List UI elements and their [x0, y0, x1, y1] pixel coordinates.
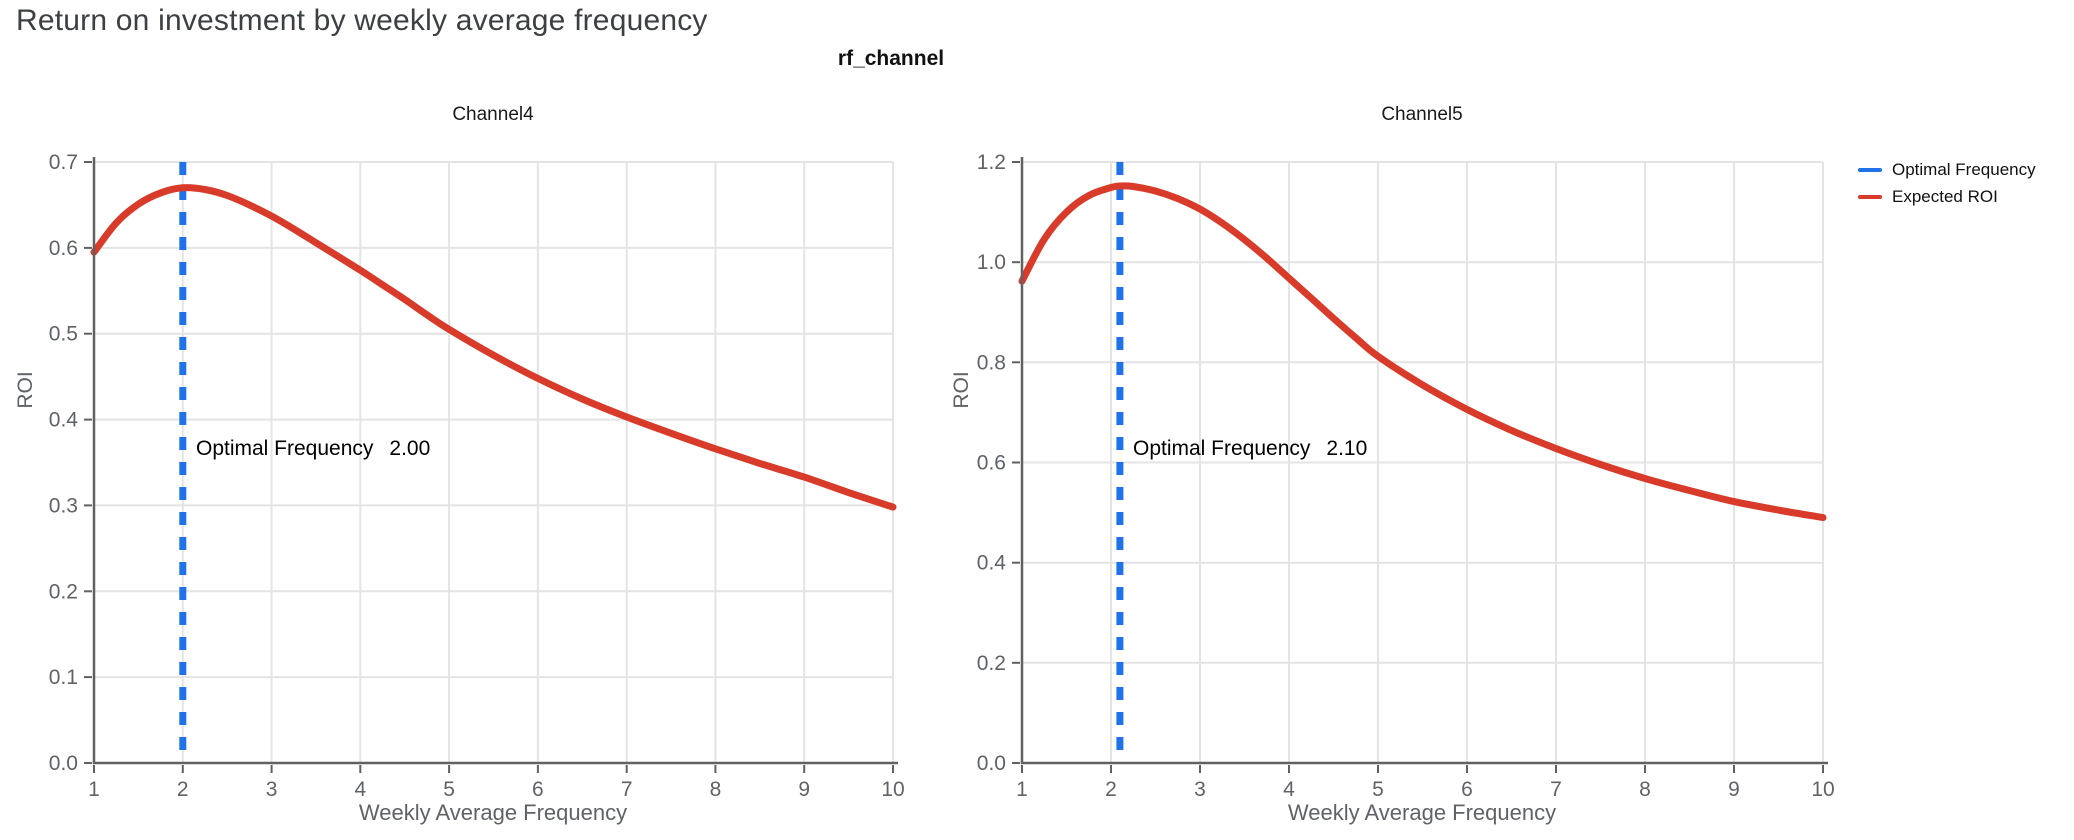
- optimal-frequency-annotation-channel4: Optimal Frequency 2.00: [196, 437, 430, 461]
- svg-text:0.7: 0.7: [49, 151, 78, 174]
- legend-label: Optimal Frequency: [1892, 160, 2036, 179]
- svg-text:3: 3: [266, 778, 278, 801]
- svg-text:8: 8: [710, 778, 722, 801]
- annotation-label: Optimal Frequency: [196, 437, 374, 460]
- svg-text:1: 1: [88, 778, 100, 801]
- svg-text:1: 1: [1016, 778, 1028, 801]
- annotation-value: 2.10: [1326, 437, 1368, 460]
- svg-text:5: 5: [1372, 778, 1384, 801]
- svg-text:4: 4: [354, 778, 366, 801]
- tick-marks: [84, 161, 894, 773]
- svg-text:6: 6: [532, 778, 544, 801]
- gridlines: [93, 161, 894, 764]
- subplot-title-channel5: Channel5: [1381, 104, 1463, 125]
- gridlines: [1021, 161, 1824, 764]
- optimal-frequency-line-swatch-icon: [1858, 168, 1882, 172]
- svg-text:0.4: 0.4: [977, 552, 1007, 575]
- svg-text:0.5: 0.5: [49, 323, 78, 346]
- svg-text:9: 9: [798, 778, 810, 801]
- legend-item-expected-roi[interactable]: Expected ROI: [1858, 187, 2036, 207]
- svg-text:6: 6: [1461, 778, 1473, 801]
- svg-text:0.0: 0.0: [977, 752, 1006, 775]
- axes: [92, 157, 898, 765]
- svg-text:0.2: 0.2: [977, 652, 1006, 675]
- legend-label: Expected ROI: [1892, 187, 1998, 206]
- x-axis-title-right: Weekly Average Frequency: [1287, 800, 1557, 825]
- optimal-frequency-annotation-channel5: Optimal Frequency 2.10: [1133, 437, 1367, 461]
- svg-text:8: 8: [1639, 778, 1651, 801]
- expected-roi-line: [90, 184, 897, 511]
- svg-text:7: 7: [1550, 778, 1562, 801]
- subplot-title-channel4: Channel4: [452, 104, 534, 125]
- x-axis-title-left: Weekly Average Frequency: [358, 800, 628, 825]
- expected-roi-line-swatch-icon: [1858, 195, 1882, 199]
- subplot-channel4: 0.0 0.1 0.2 0.3 0.4 0.5 0.6 0.7 1 2 3 4 5 6 7 8 9 10: [49, 151, 905, 801]
- svg-text:0.3: 0.3: [49, 494, 78, 517]
- svg-text:0.1: 0.1: [49, 666, 78, 689]
- subplot-channel5: 0.0 0.2 0.4 0.6 0.8 1.0 1.2 1 2 3 4 5 6 7 8 9 10: [977, 151, 1835, 801]
- svg-text:10: 10: [1811, 778, 1834, 801]
- svg-text:0.6: 0.6: [977, 452, 1006, 475]
- facet-variable-label: rf_channel: [837, 47, 945, 70]
- svg-text:2: 2: [177, 778, 189, 801]
- svg-text:10: 10: [881, 778, 904, 801]
- svg-text:5: 5: [443, 778, 455, 801]
- tick-labels: 0.0 0.1 0.2 0.3 0.4 0.5 0.6 0.7 1 2 3 4 5 6 7 8 9 10: [49, 151, 905, 801]
- expected-roi-line: [1018, 182, 1827, 522]
- svg-text:1.0: 1.0: [977, 251, 1006, 274]
- svg-text:0.6: 0.6: [49, 237, 78, 260]
- svg-text:2: 2: [1105, 778, 1117, 801]
- svg-text:4: 4: [1283, 778, 1295, 801]
- annotation-label: Optimal Frequency: [1133, 437, 1311, 460]
- tick-labels: 0.0 0.2 0.4 0.6 0.8 1.0 1.2 1 2 3 4 5 6 7 8 9 10: [977, 151, 1835, 801]
- y-axis-title-right: ROI: [950, 371, 973, 409]
- svg-text:0.2: 0.2: [49, 580, 78, 603]
- y-axis-title-left: ROI: [14, 371, 37, 409]
- svg-text:1.2: 1.2: [977, 151, 1006, 174]
- annotation-value: 2.00: [389, 437, 431, 460]
- svg-text:7: 7: [621, 778, 633, 801]
- tick-marks: [1012, 161, 1824, 773]
- svg-text:3: 3: [1194, 778, 1206, 801]
- axes: [1020, 157, 1828, 765]
- svg-text:0.0: 0.0: [49, 752, 78, 775]
- svg-text:0.8: 0.8: [977, 351, 1006, 374]
- svg-text:9: 9: [1728, 778, 1740, 801]
- page-title: Return on investment by weekly average f…: [16, 4, 708, 37]
- legend-item-optimal-frequency[interactable]: Optimal Frequency: [1858, 160, 2036, 180]
- svg-text:0.4: 0.4: [49, 409, 79, 432]
- legend: Optimal Frequency Expected ROI: [1858, 160, 2036, 207]
